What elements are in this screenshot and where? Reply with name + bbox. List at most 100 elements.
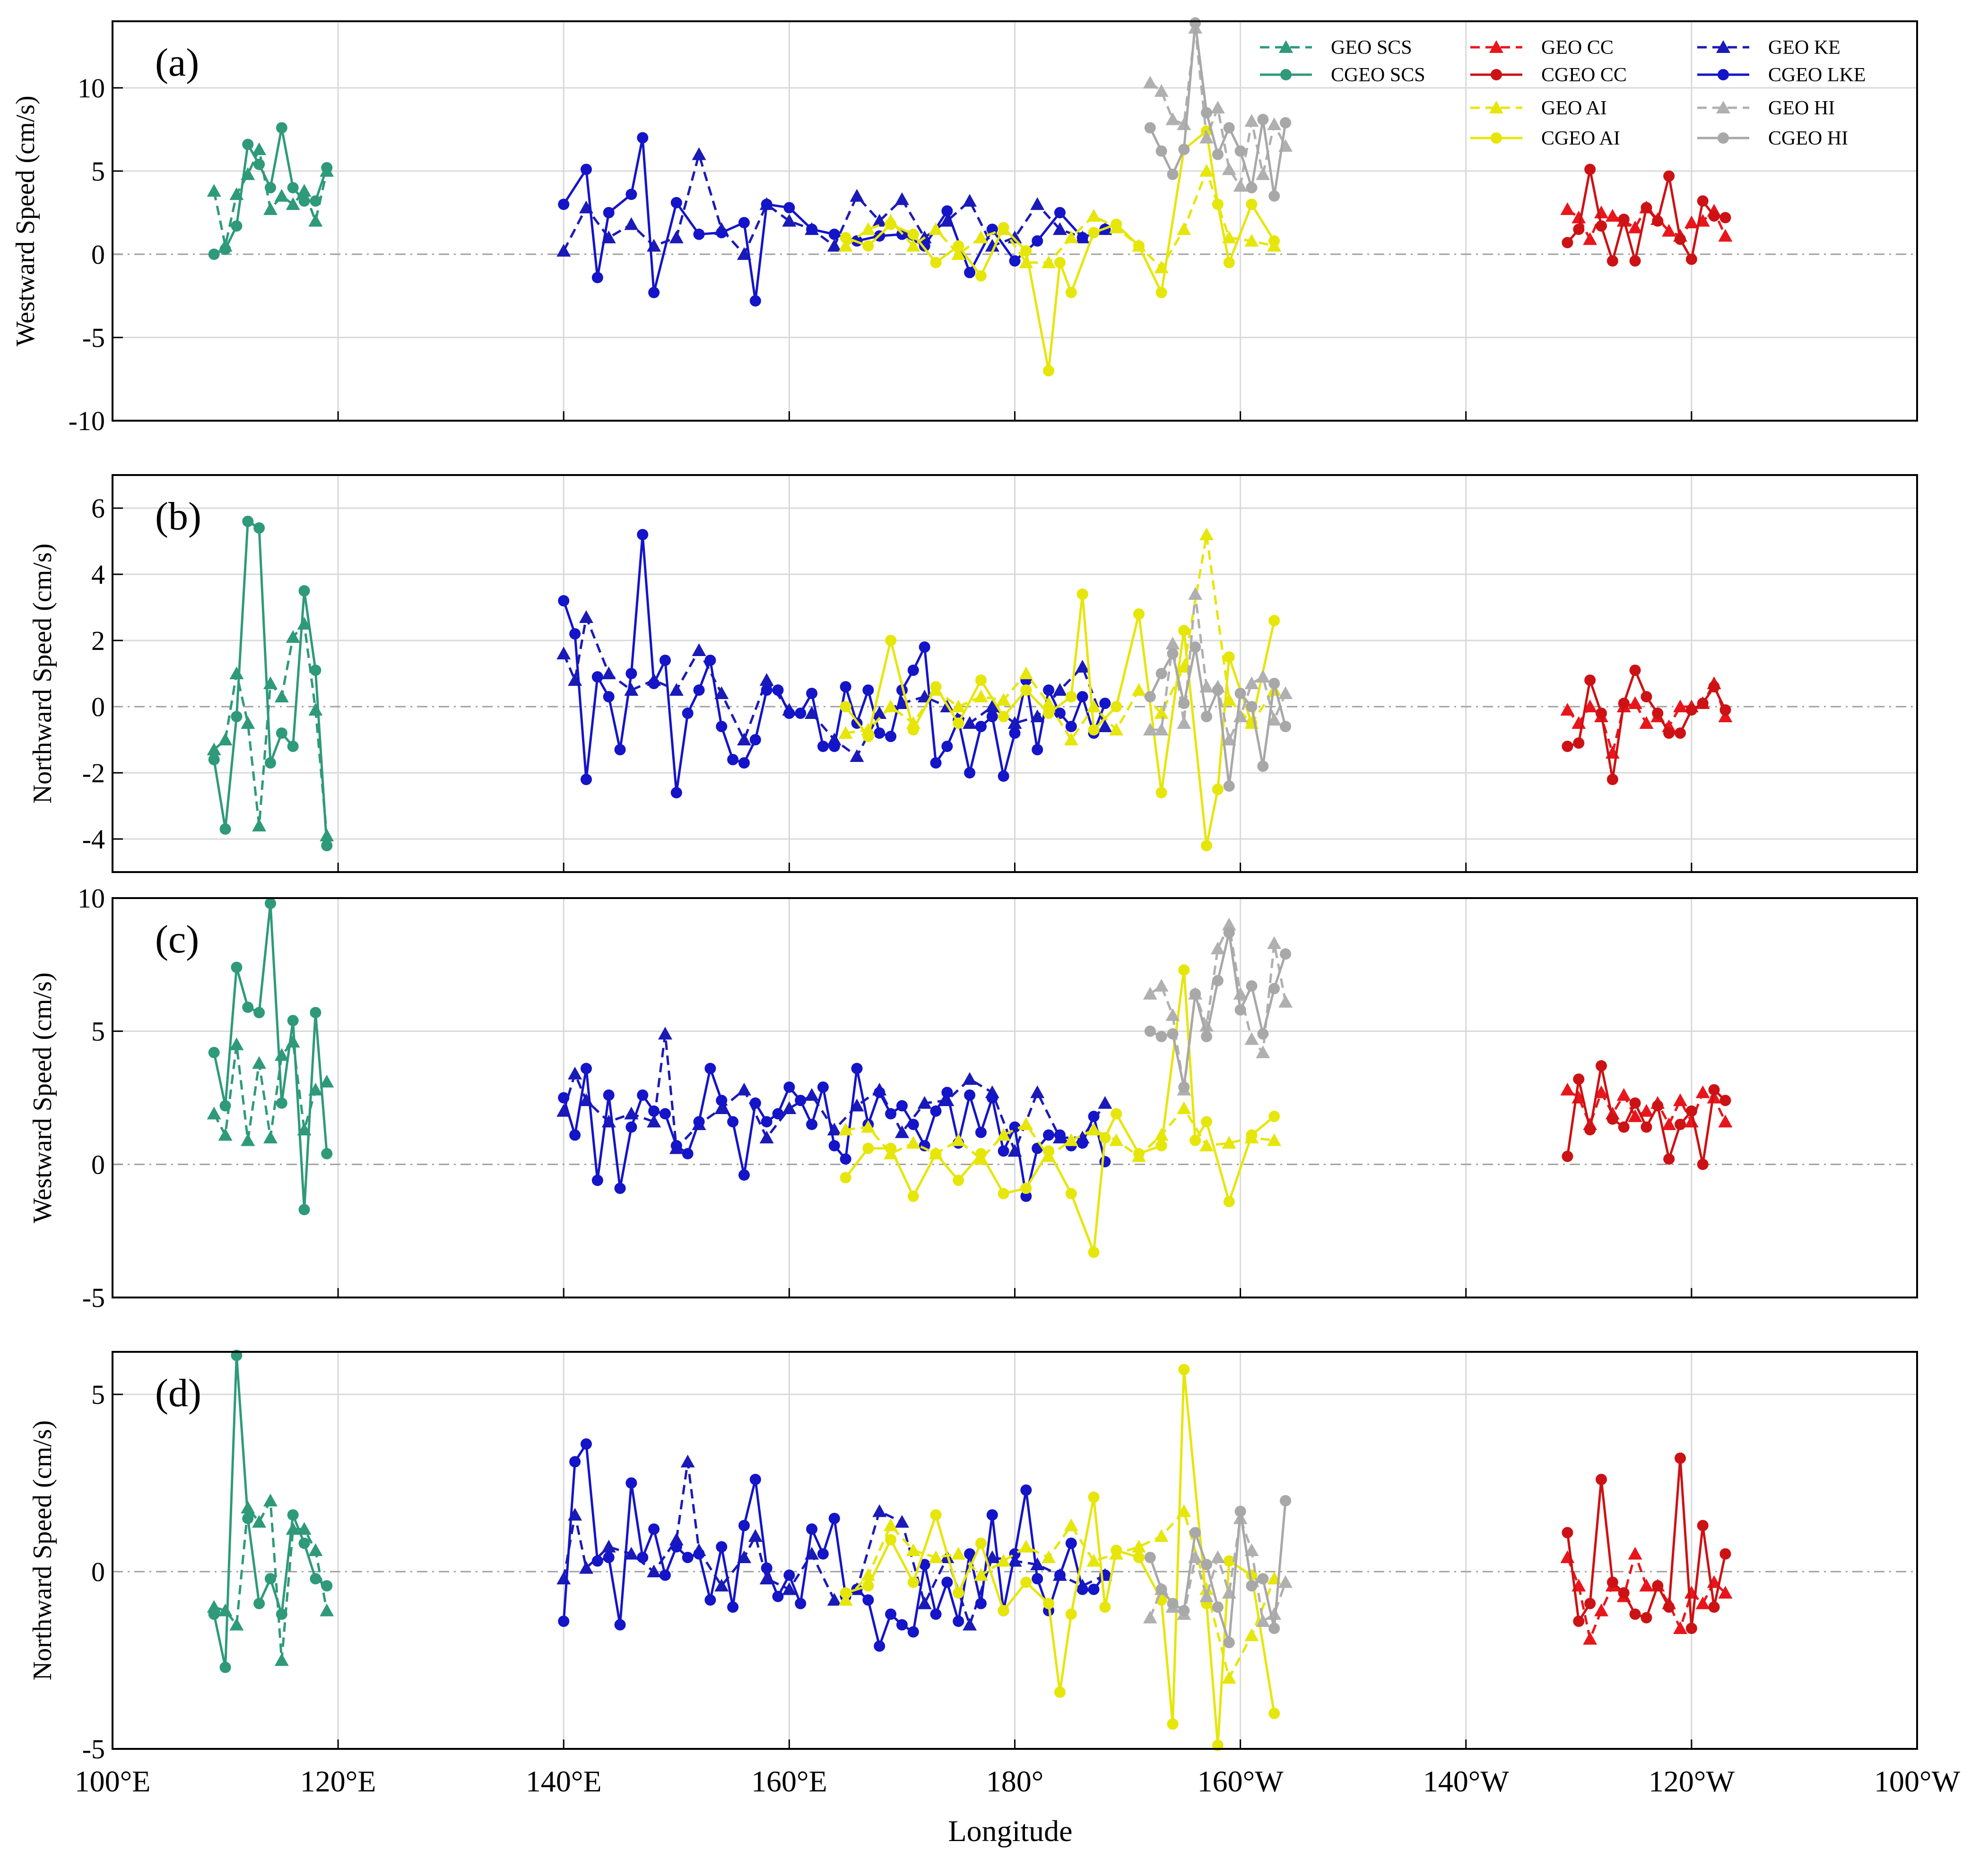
legend-item: CGEO LKE	[1697, 64, 1866, 86]
data-point-triangle	[1256, 670, 1270, 683]
data-point-triangle	[274, 189, 289, 202]
data-point-circle	[1020, 1183, 1032, 1194]
data-point-triangle	[963, 194, 977, 207]
data-point-circle	[1076, 1583, 1088, 1595]
data-point-circle	[682, 708, 694, 719]
data-point-circle	[614, 1619, 626, 1631]
panel-d: -5 0 5 (d) Northward Speed (cm/s)	[28, 1349, 1918, 1764]
data-point-triangle	[1131, 1539, 1146, 1553]
series-geo-ke	[556, 1027, 1112, 1157]
legend-item: CGEO AI	[1470, 128, 1620, 149]
series-cgeo-cc	[1562, 164, 1731, 267]
data-point-triangle	[951, 700, 966, 712]
data-point-circle	[591, 1175, 603, 1186]
data-point-triangle	[1244, 1032, 1259, 1045]
data-point-circle	[693, 684, 705, 696]
data-point-circle	[738, 1169, 750, 1181]
data-point-triangle	[1244, 114, 1259, 127]
data-point-circle	[772, 1591, 784, 1602]
data-point-triangle	[827, 1593, 842, 1606]
data-point-circle	[558, 199, 570, 210]
data-point-triangle	[218, 733, 233, 745]
data-point-circle	[716, 227, 728, 239]
data-point-circle	[1020, 245, 1032, 257]
data-point-circle	[219, 823, 231, 835]
data-point-triangle	[1605, 208, 1620, 222]
data-point-triangle	[737, 1550, 751, 1563]
data-point-circle	[749, 295, 761, 307]
data-point-triangle	[1233, 986, 1248, 1000]
data-point-circle	[862, 684, 874, 696]
data-point-triangle	[286, 1522, 300, 1535]
data-point-circle	[580, 164, 592, 175]
data-point-triangle	[1628, 1547, 1642, 1560]
y-axis-label: Westward Speed (cm/s)	[11, 95, 40, 346]
data-point-circle	[783, 1081, 795, 1093]
series-line	[213, 621, 328, 836]
data-point-triangle	[1165, 1008, 1180, 1021]
data-point-triangle	[647, 1565, 661, 1577]
data-point-triangle	[647, 1115, 661, 1128]
data-point-circle	[1155, 668, 1167, 679]
series-line	[562, 1033, 1106, 1155]
data-point-triangle	[805, 1088, 819, 1101]
data-point-circle	[276, 727, 287, 739]
data-point-circle	[1223, 780, 1235, 792]
data-point-circle	[840, 232, 851, 243]
panel-b: -4 -2 0 2 4 6 (b) Northward Speed (cm/s)	[28, 474, 1918, 873]
data-point-circle	[1054, 708, 1066, 719]
data-point-circle	[749, 1097, 761, 1109]
legend-item: GEO AI	[1470, 97, 1607, 119]
data-point-circle	[1099, 1132, 1111, 1143]
data-point-circle	[298, 1204, 310, 1216]
panel-label: (b)	[155, 494, 201, 538]
data-point-circle	[1652, 708, 1664, 719]
data-point-circle	[964, 267, 976, 278]
data-point-circle	[1280, 948, 1292, 960]
data-point-circle	[783, 202, 795, 214]
legend-item: CGEO SCS	[1260, 64, 1425, 86]
series-cgeo-scs	[208, 898, 333, 1216]
data-point-circle	[1155, 1140, 1167, 1151]
data-point-triangle	[748, 1529, 763, 1542]
y-tick-label: 5	[91, 156, 105, 187]
data-point-circle	[1234, 1004, 1246, 1016]
legend-label: GEO SCS	[1331, 37, 1412, 59]
data-point-triangle	[1560, 703, 1575, 716]
data-point-circle	[1144, 1552, 1156, 1563]
data-point-triangle	[1267, 936, 1282, 949]
data-point-triangle	[1267, 117, 1282, 130]
data-point-triangle	[838, 239, 853, 252]
data-point-triangle	[1064, 1133, 1078, 1146]
data-point-circle	[219, 1100, 231, 1112]
data-point-circle	[1189, 1527, 1201, 1539]
data-point-circle	[1697, 698, 1709, 709]
data-point-circle	[1167, 1718, 1179, 1730]
data-point-triangle	[872, 1504, 887, 1517]
data-point-circle	[1652, 1100, 1664, 1112]
data-point-triangle	[861, 222, 876, 235]
data-point-circle	[1652, 1580, 1664, 1591]
data-point-circle	[1178, 1605, 1190, 1617]
data-point-circle	[1584, 164, 1596, 175]
data-point-circle	[828, 1513, 840, 1524]
legend-label: GEO CC	[1541, 37, 1614, 59]
legend-marker-circle	[1491, 132, 1502, 144]
data-point-triangle	[1718, 1115, 1733, 1128]
data-point-circle	[1584, 675, 1596, 686]
data-point-circle	[953, 1616, 964, 1627]
data-point-triangle	[737, 1082, 751, 1096]
data-point-circle	[1675, 727, 1686, 739]
data-point-circle	[975, 675, 987, 686]
data-point-triangle	[1086, 208, 1101, 222]
data-point-circle	[1065, 691, 1077, 702]
panels: -10 -5 0 5 10 (a) Westward Speed (cm/s) -4 -2 0 2 4…	[11, 17, 1918, 1764]
data-point-circle	[749, 734, 761, 745]
data-point-triangle	[894, 1515, 909, 1528]
series-geo-hi	[1143, 917, 1293, 1096]
data-point-circle	[1076, 588, 1088, 600]
data-point-circle	[1223, 1196, 1235, 1208]
series-geo-hi	[1143, 21, 1293, 192]
y-tick-label: 5	[91, 1016, 105, 1047]
data-point-circle	[761, 1116, 773, 1128]
